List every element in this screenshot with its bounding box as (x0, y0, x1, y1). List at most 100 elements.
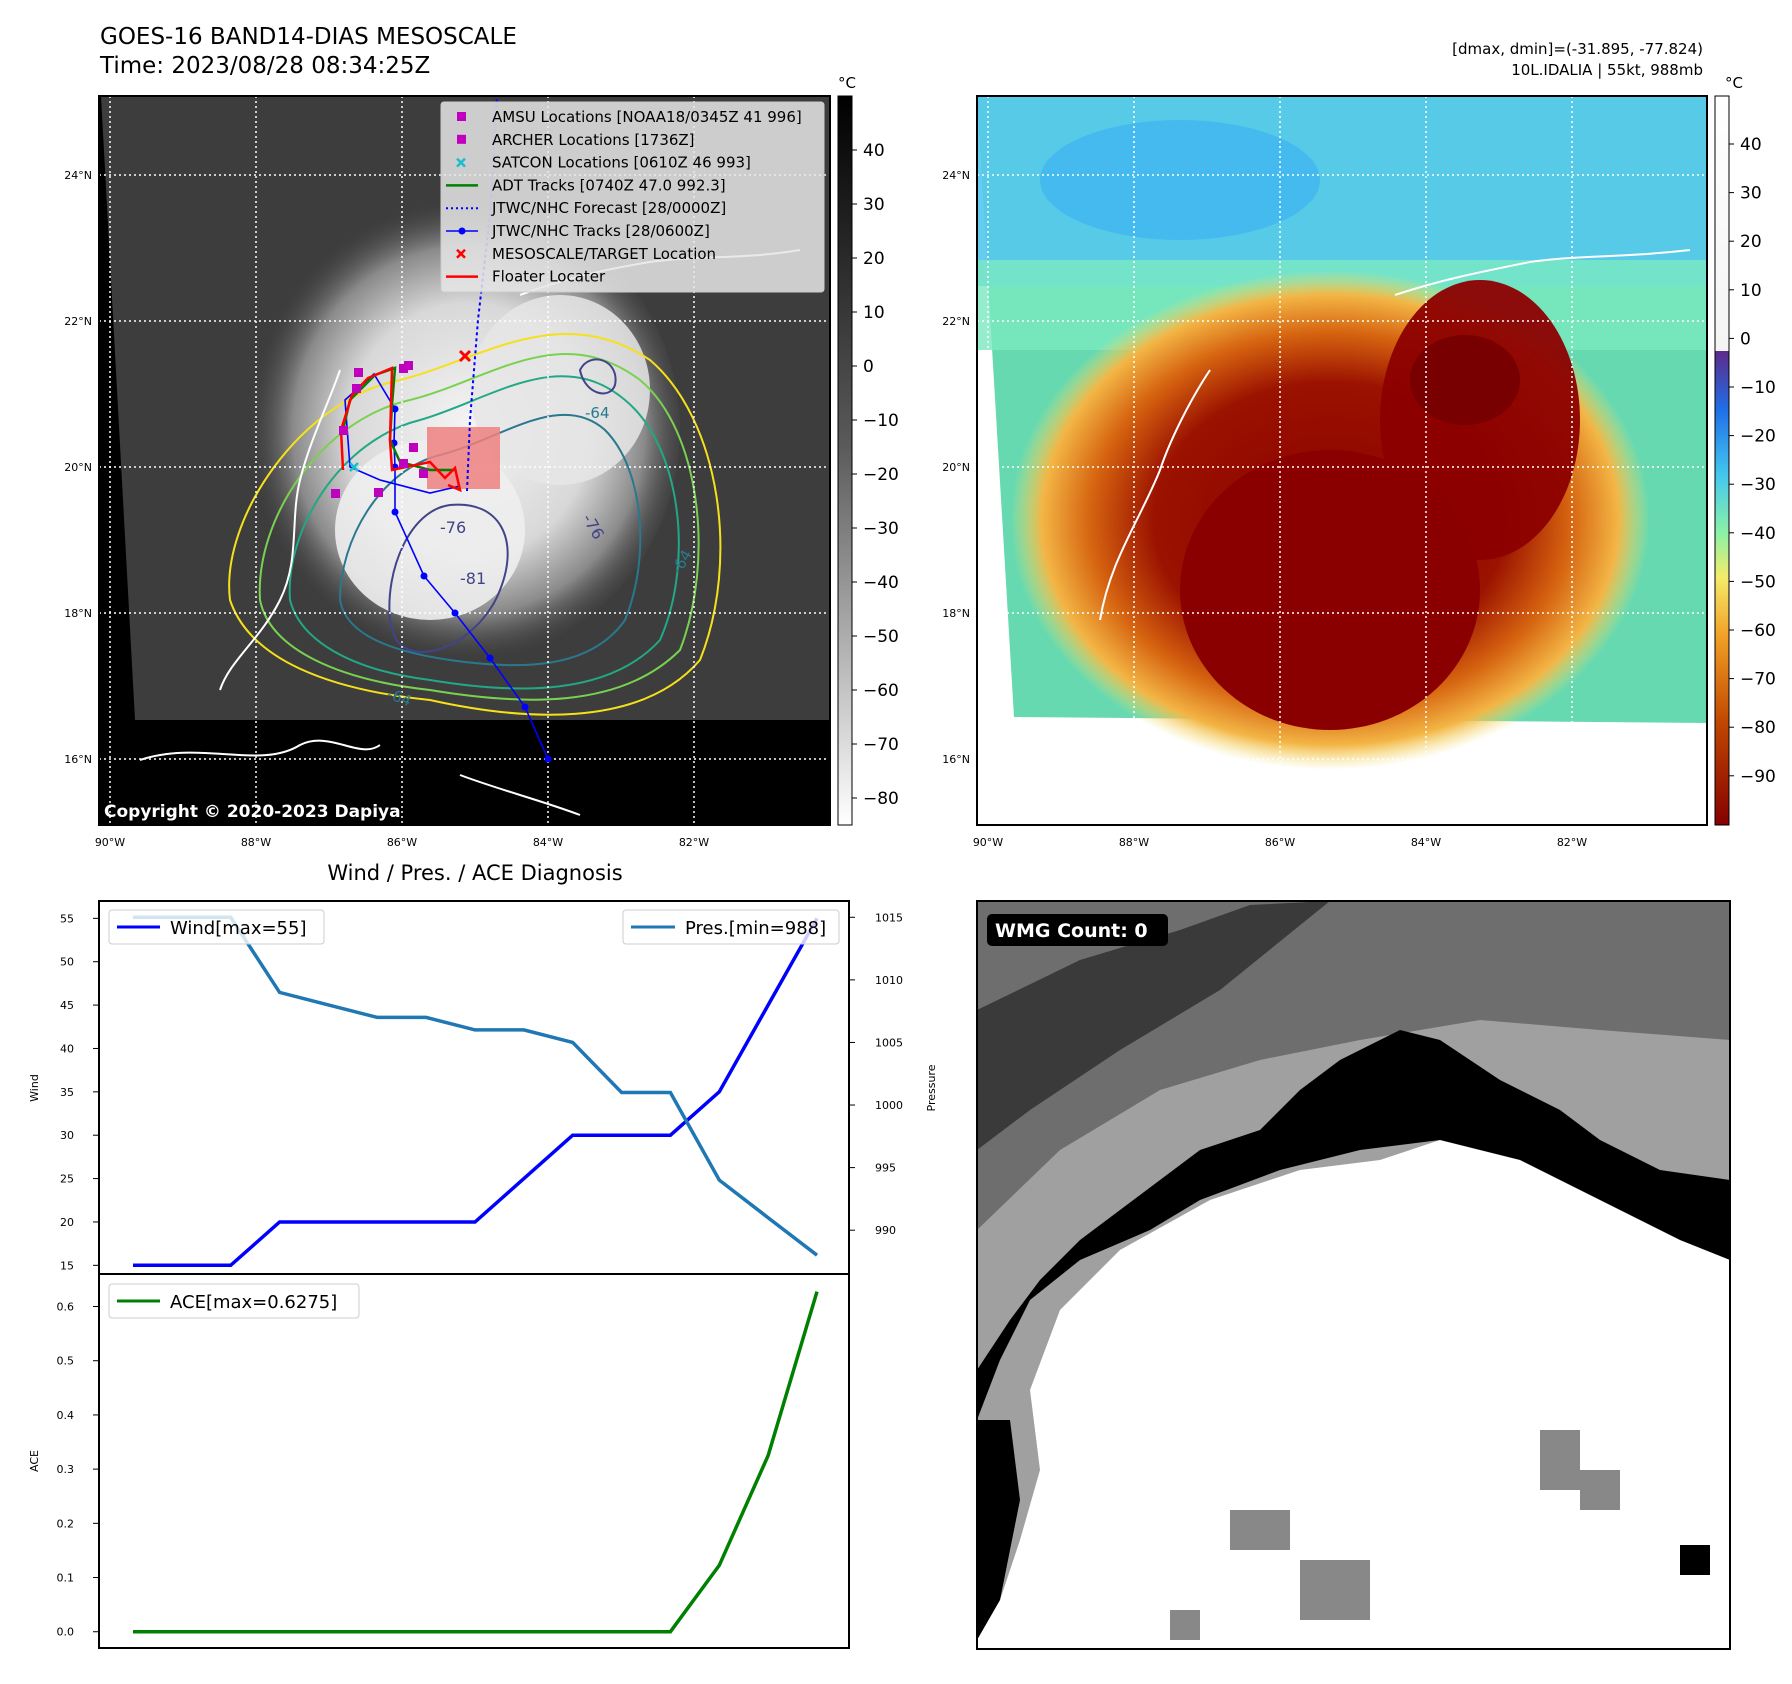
lat-tick-label: 22°N (64, 315, 92, 328)
lat-tick-label: 16°N (64, 753, 92, 766)
colorbar-tick-label: 0 (1740, 329, 1751, 349)
contour-label: -76 (440, 518, 466, 537)
colorbar-tick-label: −30 (863, 519, 899, 539)
colorbar-tick-label: 20 (863, 249, 885, 269)
wmg-count-text: WMG Count: 0 (995, 920, 1148, 942)
wmg-panel: WMG Count: 0 (976, 900, 1731, 1650)
ir-colorbar: °C 40 30 20 10 0 −10 −20 −30 −40 −50 −60 −70 −80 (837, 74, 899, 826)
diagnosis-title: Wind / Pres. / ACE Diagnosis (327, 861, 622, 885)
legend-label: MESOSCALE/TARGET Location (492, 245, 716, 263)
colorbar-tick-label: 30 (863, 195, 885, 215)
pressure-tick-label: 995 (875, 1162, 896, 1175)
colorbar-tick-label: 20 (1740, 232, 1762, 252)
colorbar-tick-label: −50 (863, 627, 899, 647)
pressure-tick-label: 1000 (875, 1099, 903, 1112)
contour-76 (388, 503, 509, 653)
lat-tick-label: 22°N (942, 315, 970, 328)
legend-marker (457, 134, 466, 144)
legend-label: JTWC/NHC Forecast [28/0000Z] (491, 199, 726, 217)
legend-label: JTWC/NHC Tracks [28/0600Z] (491, 222, 710, 240)
pressure-legend: Pres.[min=988] (622, 909, 840, 945)
contour-label: -81 (460, 569, 486, 588)
wind-tick-label: 40 (60, 1042, 74, 1055)
colorbar-tick-label: −70 (863, 735, 899, 755)
legend-entry: SATCON Locations [0610Z 46 993] (456, 154, 751, 172)
lon-tick-label: 88°W (241, 836, 271, 849)
wind-tick-label: 25 (60, 1173, 74, 1186)
colorbar-tick-label: 40 (1740, 135, 1762, 155)
ace-chart: 0.0 0.1 0.2 0.3 0.4 0.5 0.6 ACE ACE[max=0.6275… (28, 1273, 850, 1649)
pressure-axis-label: Pressure (925, 1064, 938, 1111)
coastline (139, 369, 381, 761)
ir-legend: AMSU Locations [NOAA18/0345Z 41 996] ARCH… (440, 101, 825, 293)
pressure-tick-label: 1010 (875, 974, 903, 987)
lat-tick-label: 24°N (64, 169, 92, 182)
legend-entry: Floater Locater (446, 268, 606, 286)
colorbar-tick-label: −20 (863, 465, 899, 485)
ace-tick-label: 0.5 (57, 1355, 75, 1368)
colorbar-tick-label: 10 (863, 303, 885, 323)
lon-tick-label: 90°W (973, 836, 1003, 849)
lat-tick-label: 20°N (64, 461, 92, 474)
legend-label: SATCON Locations [0610Z 46 993] (492, 154, 751, 172)
wind-legend-label: Wind[max=55] (170, 918, 307, 939)
pressure-tick-label: 1005 (875, 1036, 903, 1049)
satcon-points (349, 462, 359, 472)
lat-tick-label: 18°N (942, 607, 970, 620)
lon-tick-label: 84°W (1411, 836, 1441, 849)
lon-tick-label: 90°W (95, 836, 125, 849)
legend-label: Floater Locater (492, 268, 606, 286)
colorbar-tick-label: −90 (1740, 767, 1776, 787)
wmg-band-black (977, 1030, 1730, 1420)
pressure-tick-label: 1015 (875, 911, 903, 924)
contour-label: -64 (585, 404, 610, 422)
ace-tick-label: 0.0 (57, 1626, 75, 1639)
legend-entry: ARCHER Locations [1736Z] (457, 131, 695, 149)
colorbar-tick-label: −30 (1740, 475, 1776, 495)
colorbar-tick-label: −60 (1740, 621, 1776, 641)
color-colorbar-unit: °C (1725, 74, 1743, 92)
ace-tick-label: 0.6 (57, 1301, 75, 1314)
wmg-count-badge (987, 914, 1168, 946)
wmg-band-light (977, 1020, 1730, 1640)
legend-entry: JTWC/NHC Tracks [28/0600Z] (446, 222, 710, 240)
lon-tick-label: 82°W (679, 836, 709, 849)
wmg-band-dark (977, 901, 1330, 1150)
ace-tick-label: 0.4 (57, 1409, 75, 1422)
colorbar-tick-label: 30 (1740, 184, 1762, 204)
color-colorbar: °C 40 30 20 10 0 −10 −20 −30 −40 −50 −60 −70 −80 −90 (1714, 74, 1776, 826)
colorbar-tick-label: −10 (863, 411, 899, 431)
pressure-tick-label: 990 (875, 1224, 896, 1237)
legend-marker (457, 112, 466, 121)
colorbar-tick-label: −50 (1740, 572, 1776, 592)
lat-tick-label: 20°N (942, 461, 970, 474)
lon-tick-label: 86°W (1265, 836, 1295, 849)
legend-entry: JTWC/NHC Forecast [28/0000Z] (446, 199, 726, 217)
lon-tick-label: 86°W (387, 836, 417, 849)
map-tick-labels: 24°N 24°N 22°N 22°N 20°N 20°N 18°N 18°N 16°N 16°N… (64, 169, 1587, 849)
ace-axis-label: ACE (28, 1450, 41, 1472)
legend-label: ADT Tracks [0740Z 47.0 992.3] (492, 176, 726, 194)
legend-label: AMSU Locations [NOAA18/0345Z 41 996] (492, 108, 802, 126)
colorbar-tick-label: −40 (1740, 524, 1776, 544)
ace-tick-label: 0.3 (57, 1463, 75, 1476)
legend-entry: AMSU Locations [NOAA18/0345Z 41 996] (457, 108, 802, 126)
colorbar-tick-label: 10 (1740, 281, 1762, 301)
colorbar-tick-label: −80 (1740, 718, 1776, 738)
lat-tick-label: 18°N (64, 607, 92, 620)
colorbar-tick-label: −20 (1740, 427, 1776, 447)
legend-label: ARCHER Locations [1736Z] (492, 131, 695, 149)
lon-tick-label: 84°W (533, 836, 563, 849)
wind-tick-label: 55 (60, 912, 74, 925)
colorbar-tick-label: −70 (1740, 670, 1776, 690)
wind-tick-label: 30 (60, 1129, 74, 1142)
lat-tick-label: 16°N (942, 753, 970, 766)
wind-tick-label: 20 (60, 1216, 74, 1229)
ir-map-panel: -64 -76 -76 -81 -64 -64 Copyright © 2020… (98, 95, 831, 826)
colorbar-tick-label: −60 (863, 681, 899, 701)
colorbar-tick-label: 0 (863, 357, 874, 377)
figure-time: Time: 2023/08/28 08:34:25Z (99, 53, 430, 79)
ace-tick-label: 0.2 (57, 1517, 75, 1530)
floater-locater-track (339, 366, 462, 493)
floater-box (427, 427, 500, 489)
